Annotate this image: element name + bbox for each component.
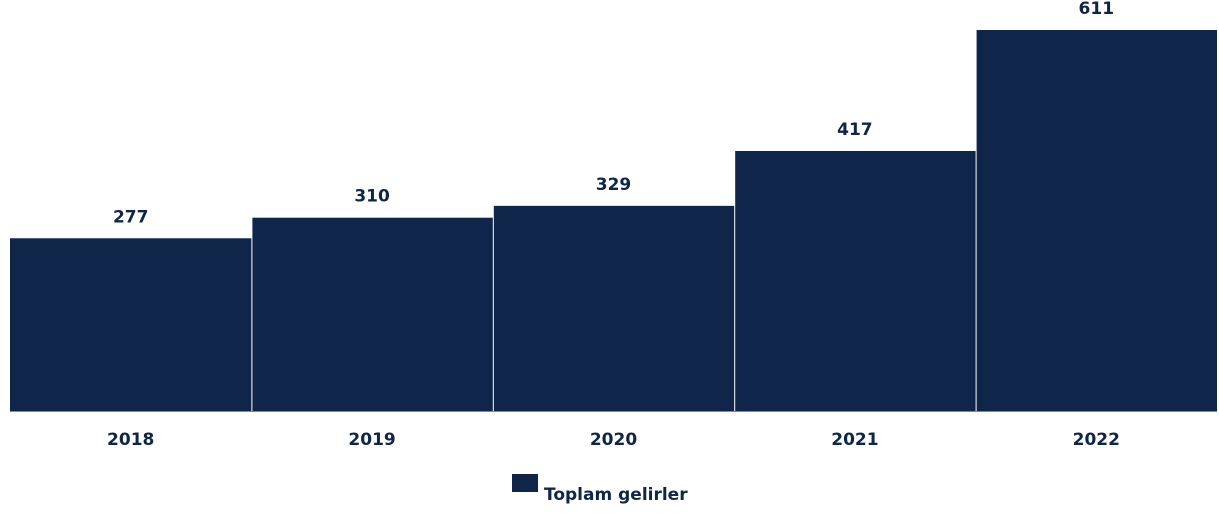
x-tick-label: 2018 [107, 430, 154, 450]
bar [10, 238, 252, 411]
bar [252, 217, 493, 411]
x-tick-label: 2021 [831, 430, 878, 450]
bar [735, 150, 976, 412]
value-label: 310 [354, 187, 390, 207]
x-tick-label: 2022 [1073, 430, 1120, 450]
value-label: 277 [113, 207, 149, 227]
value-label: 329 [596, 175, 632, 195]
bar [976, 30, 1217, 411]
x-tick-label: 2019 [348, 430, 395, 450]
value-label: 417 [837, 120, 873, 140]
legend-label: Toplam gelirler [544, 485, 688, 505]
bar [493, 205, 735, 411]
x-tick-label: 2020 [590, 430, 637, 450]
legend-swatch [512, 474, 538, 492]
value-label: 611 [1079, 0, 1115, 19]
